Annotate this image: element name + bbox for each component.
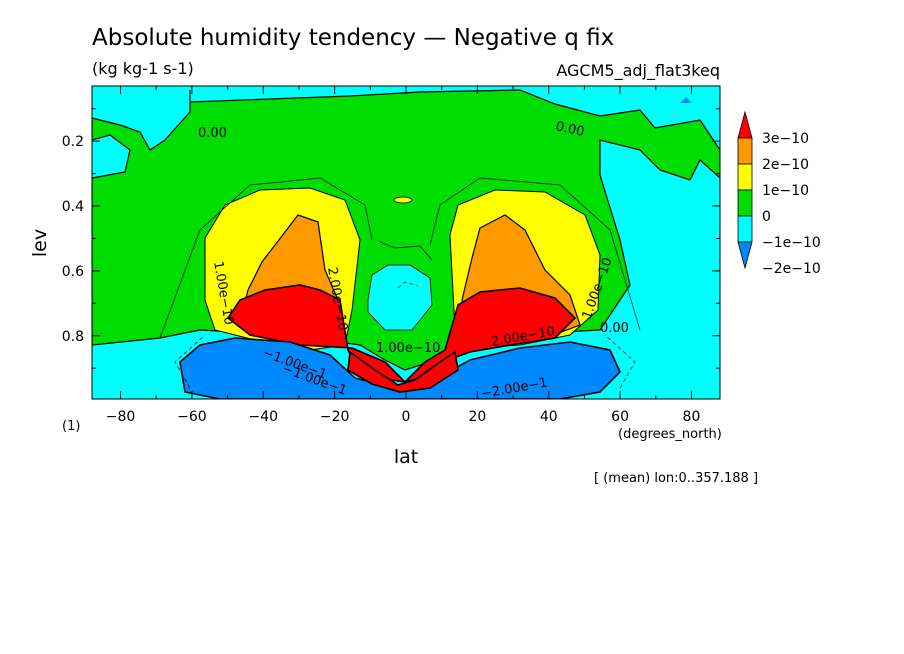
- averaging-note: [ (mean) lon:0..357.188 ]: [594, 471, 758, 486]
- colorbar-label: −2e−10: [762, 261, 821, 277]
- contour-label: 1.00e−10: [376, 341, 440, 356]
- y-tick-label: 0.2: [62, 134, 84, 150]
- fill-small-blue: [680, 97, 692, 103]
- fill-mid-cyan: [367, 264, 433, 331]
- contour-line: [604, 334, 636, 389]
- colorbar-swatch: [737, 137, 753, 165]
- contour-field: [92, 86, 720, 399]
- units-label: (kg kg-1 s-1): [92, 59, 194, 78]
- y-tick-label: 0.4: [62, 199, 84, 215]
- colorbar-label: 2e−10: [762, 157, 809, 173]
- contour-line: [379, 241, 433, 261]
- fill-level-neg2: [179, 337, 621, 399]
- x-tick-label: 0: [402, 409, 411, 425]
- colorbar-swatch: [737, 215, 753, 243]
- contour-line: [159, 177, 373, 339]
- colorbar-label: 0: [762, 209, 771, 225]
- contour-label: 0.00: [600, 321, 629, 336]
- x-axis-label: lat: [394, 446, 418, 468]
- panel-label: (1): [62, 419, 80, 434]
- x-tick-label: −80: [106, 409, 136, 425]
- x-axis: −80 −60 −40 −20 0 20 40 60 80: [106, 86, 701, 425]
- fill-small-yellow: [393, 196, 413, 204]
- x-tick-label: 20: [468, 409, 486, 425]
- colorbar-label: −1e−10: [762, 235, 821, 251]
- fill-center-red: [347, 350, 459, 393]
- colorbar: 3e−10 2e−10 1e−10 0 −1e−10 −2e−10: [737, 110, 821, 277]
- x-axis-units: (degrees_north): [618, 427, 722, 442]
- chart-title: Absolute humidity tendency — Negative q …: [92, 25, 614, 51]
- contour-line: [174, 334, 206, 389]
- contour-line: [397, 281, 419, 289]
- contour-label: 0.00: [198, 126, 227, 141]
- x-tick-label: 60: [611, 409, 629, 425]
- contour-line: [429, 177, 641, 331]
- y-tick-label: 0.8: [62, 329, 84, 345]
- contour-label: 0.00: [554, 119, 585, 140]
- y-axis-label: lev: [29, 229, 51, 257]
- x-tick-label: 40: [540, 409, 558, 425]
- y-axis: 0.2 0.4 0.6 0.8: [62, 108, 720, 369]
- x-tick-label: −20: [320, 409, 350, 425]
- x-tick-label: −60: [177, 409, 207, 425]
- experiment-label: AGCM5_adj_flat3keq: [556, 61, 720, 81]
- colorbar-swatch: [737, 189, 753, 217]
- x-tick-label: 80: [683, 409, 701, 425]
- colorbar-swatch: [737, 241, 753, 270]
- colorbar-label: 3e−10: [762, 131, 809, 147]
- colorbar-swatch: [737, 110, 753, 139]
- x-tick-label: −40: [248, 409, 278, 425]
- colorbar-swatch: [737, 163, 753, 191]
- colorbar-label: 1e−10: [762, 183, 809, 199]
- y-tick-label: 0.6: [62, 264, 84, 280]
